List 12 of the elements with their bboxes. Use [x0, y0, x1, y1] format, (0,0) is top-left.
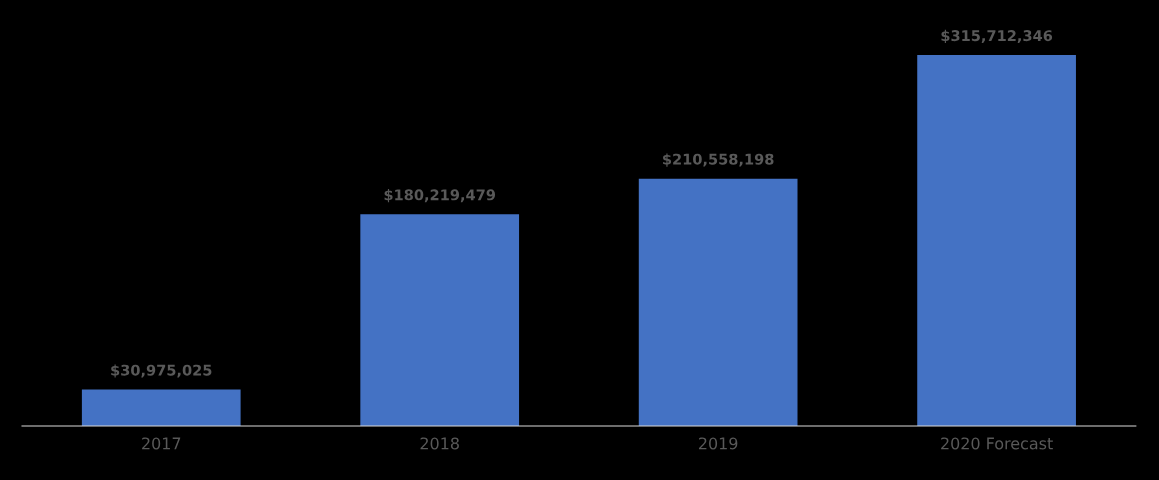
x-tick-label: 2017 [142, 437, 181, 450]
bar [917, 55, 1076, 426]
x-tick-label: 2020 Forecast [941, 437, 1053, 450]
bar [638, 178, 798, 426]
data-label: $210,558,198 [663, 153, 774, 167]
data-label: $30,975,025 [111, 364, 212, 378]
x-tick-label: 2019 [698, 437, 738, 450]
bar [81, 389, 241, 426]
data-label: $180,219,479 [384, 189, 496, 203]
x-tick-label: 2018 [420, 437, 459, 450]
bar [360, 214, 520, 426]
data-label: $315,712,346 [941, 29, 1053, 44]
